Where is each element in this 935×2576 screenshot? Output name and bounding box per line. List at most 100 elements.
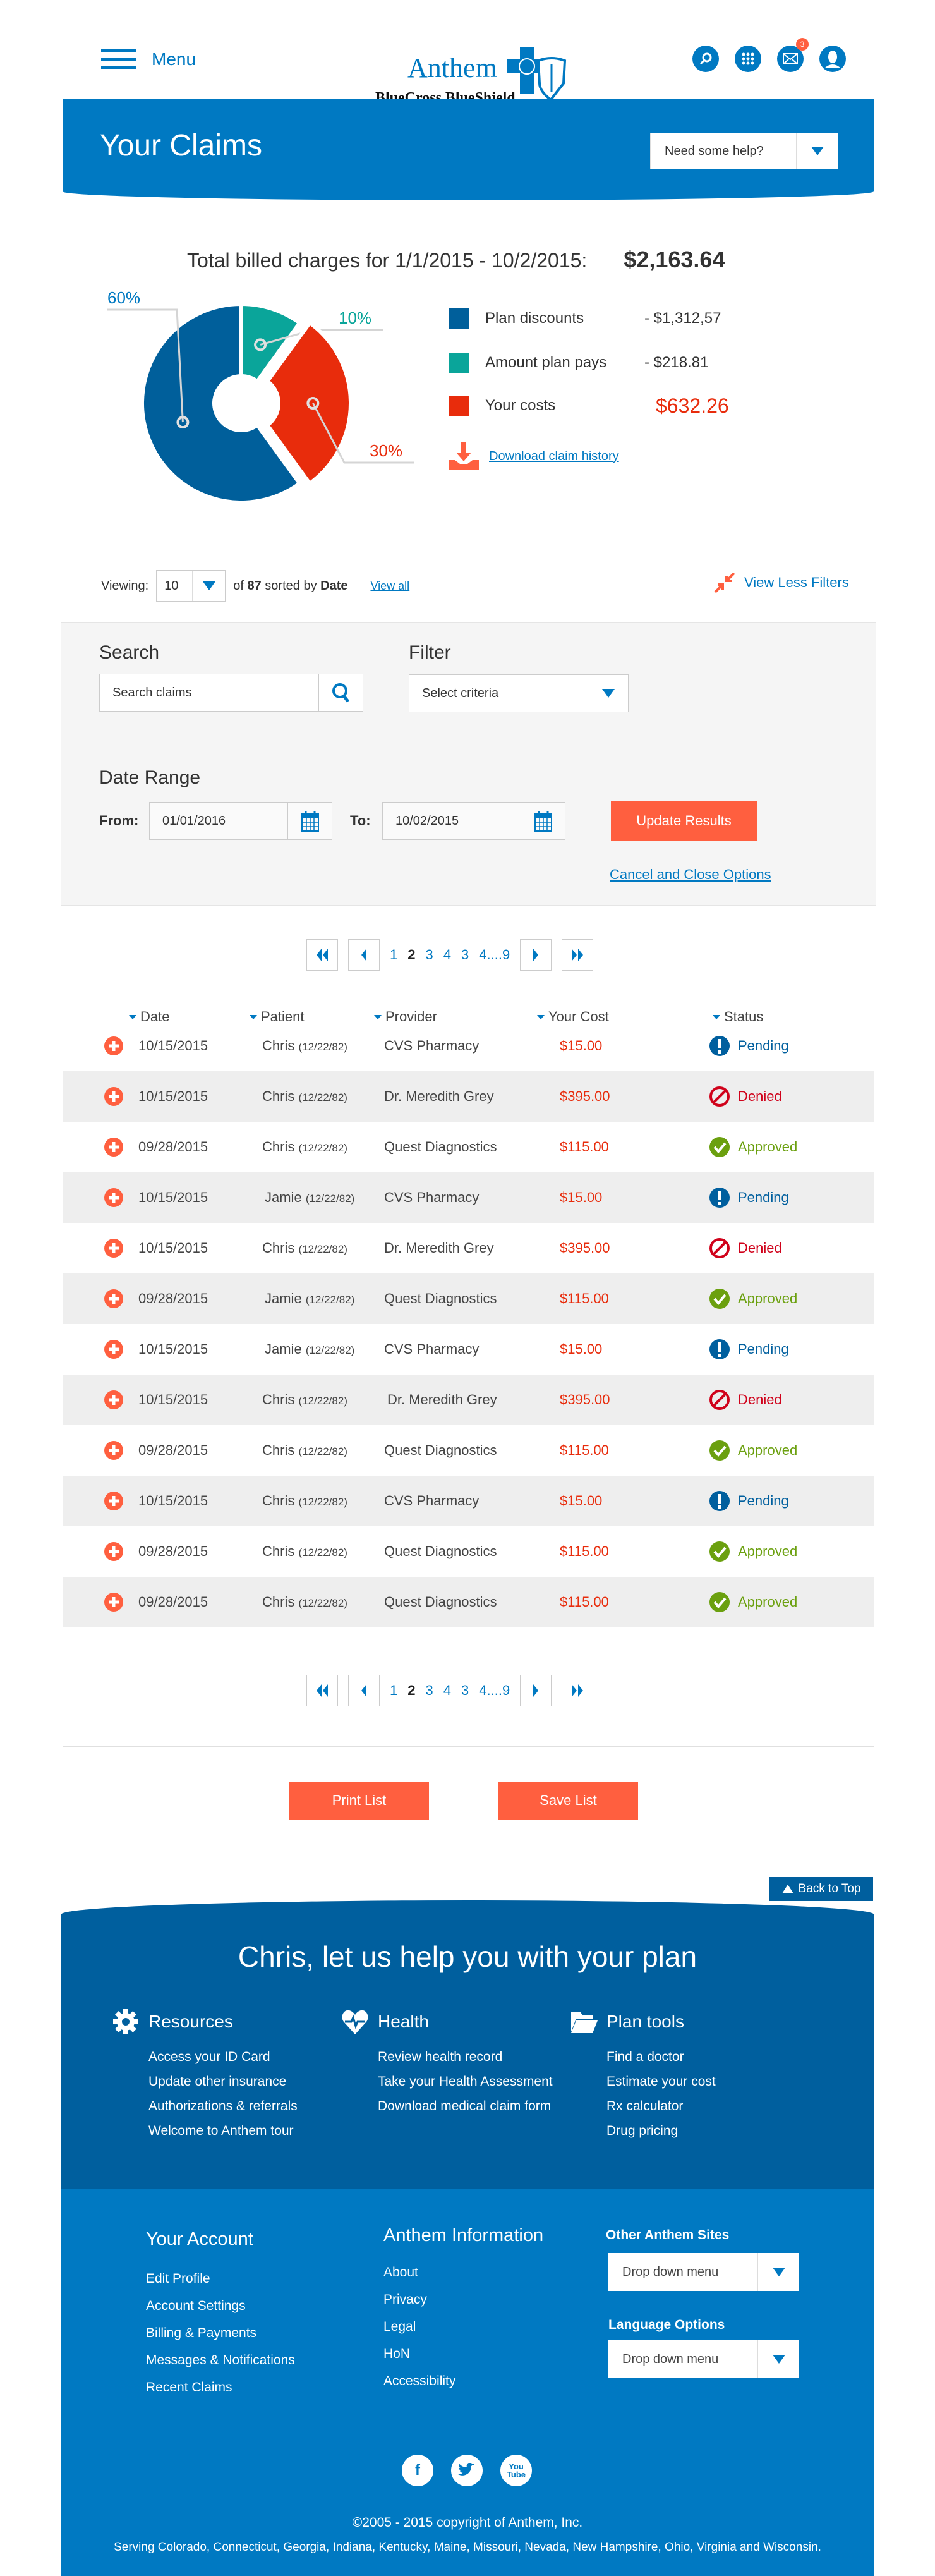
calendar-button[interactable] (287, 803, 332, 839)
print-list-button[interactable]: Print List (289, 1782, 429, 1820)
footer-link[interactable]: Drug pricing (606, 2123, 679, 2138)
footer-link[interactable]: Find a doctor (606, 2050, 684, 2064)
footer-link[interactable]: Review health record (378, 2050, 503, 2064)
anthem-logo[interactable]: Anthem BlueCross BlueShield (373, 33, 569, 109)
footer-link[interactable]: Accessibility (383, 2374, 456, 2388)
expand-row-icon[interactable] (104, 1036, 123, 1055)
apps-button[interactable] (735, 46, 761, 72)
cancel-close-options-link[interactable]: Cancel and Close Options (610, 866, 771, 882)
sort-provider[interactable]: Provider (374, 1009, 437, 1025)
page-link[interactable]: 3 (461, 1682, 469, 1698)
claims-table-header: Date Patient Provider Your Cost Status (0, 1009, 935, 1028)
page-link[interactable]: 4 (479, 947, 487, 963)
search-submit-button[interactable] (318, 674, 363, 711)
footer-link[interactable]: Welcome to Anthem tour (148, 2123, 294, 2138)
expand-row-icon[interactable] (104, 1138, 123, 1157)
claim-provider: Quest Diagnostics (384, 1291, 497, 1306)
last-page-button[interactable] (562, 939, 594, 971)
page-link[interactable]: 9 (502, 947, 510, 963)
help-select[interactable]: Need some help? (650, 133, 838, 169)
expand-row-icon[interactable] (104, 1239, 123, 1258)
footer-link[interactable]: HoN (383, 2347, 411, 2361)
messages-button[interactable]: 3 (777, 38, 809, 72)
back-to-top-button[interactable]: Back to Top (769, 1877, 873, 1901)
page-link[interactable]: 3 (425, 947, 433, 963)
from-date-input[interactable]: 01/01/2016 (149, 802, 332, 840)
filter-select[interactable]: Select criteria (409, 674, 629, 712)
search-button[interactable] (692, 46, 719, 72)
expand-row-icon[interactable] (104, 1340, 123, 1359)
facebook-icon[interactable]: f (402, 2455, 433, 2486)
claim-row: 09/28/2015 Jamie (12/22/82) Quest Diagnost… (63, 1273, 874, 1324)
footer-link[interactable]: Access your ID Card (148, 2050, 270, 2064)
expand-row-icon[interactable] (104, 1390, 123, 1409)
calendar-button[interactable] (521, 803, 565, 839)
next-page-button[interactable] (520, 939, 552, 971)
results-count: of 87 sorted by Date (233, 578, 348, 593)
footer-link[interactable]: Authorizations & referrals (148, 2099, 298, 2113)
first-page-button[interactable] (306, 939, 338, 971)
last-page-icon (572, 949, 584, 961)
page-link[interactable]: 9 (502, 1682, 510, 1698)
page-size-select[interactable]: 10 (156, 570, 226, 602)
footer-link[interactable]: Update other insurance (148, 2074, 287, 2089)
view-less-filters-button[interactable]: View Less Filters (714, 572, 849, 593)
footer-link[interactable]: Legal (383, 2319, 416, 2334)
sort-your-cost[interactable]: Your Cost (537, 1009, 609, 1025)
billed-summary: Total billed charges for 1/1/2015 - 10/2… (187, 246, 725, 273)
menu-button[interactable]: Menu (101, 44, 196, 74)
expand-row-icon[interactable] (104, 1593, 123, 1612)
footer-link[interactable]: Messages & Notifications (146, 2353, 295, 2367)
page-link[interactable]: 2 (407, 947, 416, 963)
next-page-icon (533, 1684, 539, 1697)
footer-link[interactable]: Take your Health Assessment (378, 2074, 553, 2089)
pie-marker (254, 338, 267, 351)
view-all-link[interactable]: View all (370, 579, 410, 592)
prev-page-button[interactable] (348, 939, 380, 971)
footer-link[interactable]: Account Settings (146, 2299, 246, 2313)
search-input[interactable]: Search claims (99, 674, 363, 712)
page-link[interactable]: 4 (443, 1682, 451, 1698)
expand-row-icon[interactable] (104, 1087, 123, 1106)
page-link[interactable]: 4 (443, 947, 451, 963)
download-link[interactable]: Download claim history (489, 449, 619, 463)
claim-provider: Quest Diagnostics (384, 1139, 497, 1155)
footer-link[interactable]: Estimate your cost (606, 2074, 716, 2089)
expand-row-icon[interactable] (104, 1441, 123, 1460)
twitter-icon[interactable] (451, 2455, 483, 2486)
footer-link[interactable]: Privacy (383, 2292, 427, 2307)
page-link[interactable]: 3 (461, 947, 469, 963)
save-list-button[interactable]: Save List (498, 1782, 638, 1820)
footer-link[interactable]: Billing & Payments (146, 2326, 257, 2340)
expand-row-icon[interactable] (104, 1542, 123, 1561)
update-results-button[interactable]: Update Results (611, 801, 757, 841)
sort-patient[interactable]: Patient (250, 1009, 305, 1025)
footer-link[interactable]: Recent Claims (146, 2380, 232, 2395)
prev-page-button[interactable] (348, 1675, 380, 1706)
page-link[interactable]: 3 (425, 1682, 433, 1698)
youtube-icon[interactable]: You Tube (500, 2455, 532, 2486)
footer-link[interactable]: Edit Profile (146, 2271, 210, 2286)
footer-link[interactable]: About (383, 2265, 418, 2280)
page-link[interactable]: 1 (390, 1682, 398, 1698)
last-page-button[interactable] (562, 1675, 594, 1706)
sort-status[interactable]: Status (713, 1009, 763, 1025)
to-date-input[interactable]: 10/02/2015 (382, 802, 565, 840)
profile-button[interactable] (819, 46, 846, 72)
language-select[interactable]: Drop down menu (608, 2340, 799, 2378)
download-claim-history[interactable]: Download claim history (449, 442, 619, 470)
page-link[interactable]: 4 (479, 1682, 487, 1698)
first-page-button[interactable] (306, 1675, 338, 1706)
sort-date[interactable]: Date (129, 1009, 169, 1025)
next-page-button[interactable] (520, 1675, 552, 1706)
footer-link[interactable]: Download medical claim form (378, 2099, 552, 2113)
other-sites-select[interactable]: Drop down menu (608, 2253, 799, 2291)
sort-caret-icon (250, 1014, 257, 1019)
expand-row-icon[interactable] (104, 1289, 123, 1308)
page-link[interactable]: 2 (407, 1682, 416, 1698)
claim-patient: Chris (12/22/82) (262, 1594, 347, 1610)
footer-link[interactable]: Rx calculator (606, 2099, 684, 2113)
expand-row-icon[interactable] (104, 1188, 123, 1207)
expand-row-icon[interactable] (104, 1492, 123, 1510)
page-link[interactable]: 1 (390, 947, 398, 963)
